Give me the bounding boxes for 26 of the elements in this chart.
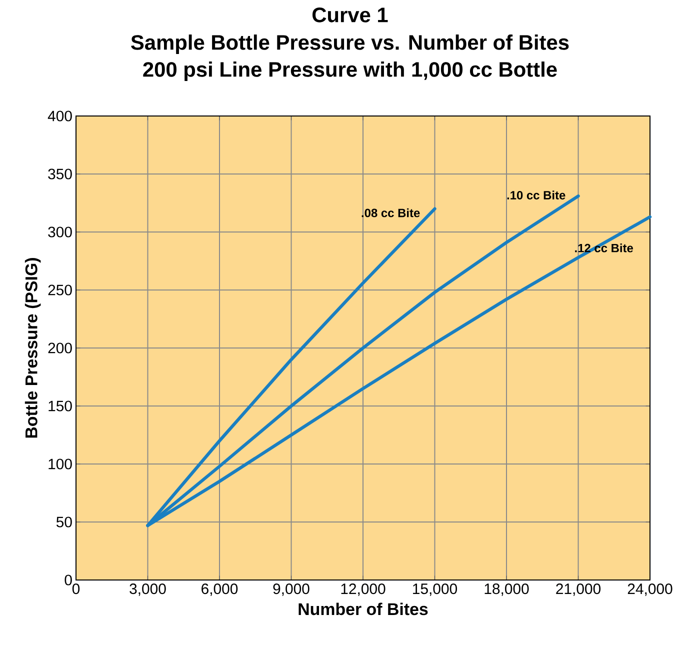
x-tick-label: 0	[72, 584, 80, 594]
y-tick-label: 250	[48, 284, 72, 296]
x-tick-label: 12,000	[341, 584, 386, 596]
x-axis-title: Number of Bites	[298, 602, 428, 616]
chart-title: Curve 1	[312, 8, 388, 22]
chart-subtitle: Sample Bottle Pressure vs. Number of Bites	[131, 34, 569, 54]
y-tick-label: 350	[48, 168, 72, 180]
y-tick-label: 0	[64, 574, 72, 586]
x-tick-label: 6,000	[202, 584, 238, 596]
y-tick-label: 200	[48, 342, 72, 354]
y-tick-label: 150	[48, 400, 72, 412]
x-tick-label: 9,000	[273, 584, 310, 596]
x-tick-label: 21,000	[556, 584, 601, 596]
y-tick-label: 300	[48, 226, 72, 238]
x-tick-label: 18,000	[484, 584, 529, 596]
series-label: .10 cc Bite	[507, 190, 566, 200]
series-label: .12 cc Bite	[575, 244, 633, 252]
y-axis-title: Bottle Pressure (PSIG)	[24, 258, 41, 438]
y-tick-label: 50	[56, 516, 72, 528]
series-label: .08 cc Bite	[362, 208, 420, 218]
y-tick-label: 400	[48, 110, 72, 122]
x-tick-label: 24,000	[628, 584, 672, 596]
x-tick-label: 15,000	[413, 584, 458, 596]
x-tick-label: 3,000	[130, 584, 166, 596]
text: 200 psi Line Pressure with 1,000 cc Bottle	[143, 62, 557, 82]
y-tick-label: 100	[48, 458, 72, 470]
